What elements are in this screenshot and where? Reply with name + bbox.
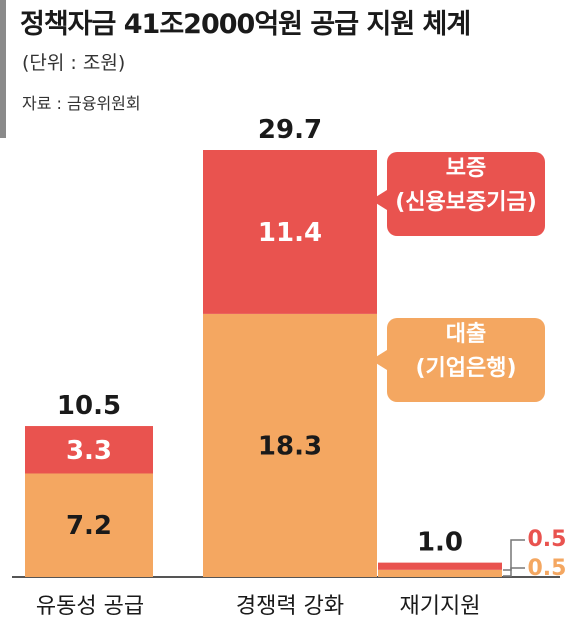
total-label-0: 10.5 (57, 391, 121, 421)
segment-label-guarantee-1: 11.4 (258, 218, 322, 248)
bar-loan-2 (378, 569, 502, 577)
guarantee-callout: 보증 (신용보증기금) (371, 152, 545, 236)
segment-label-guarantee-0: 3.3 (66, 436, 112, 466)
loan-callout: 대출 (기업은행) (371, 318, 545, 402)
bar-guarantee-2 (378, 562, 502, 570)
leader-line-loan (503, 567, 525, 577)
guarantee-callout-subtitle: (신용보증기금) (395, 190, 537, 215)
left-accent-bar (0, 0, 6, 138)
segment-label-loan-1: 18.3 (258, 431, 322, 461)
bar-loan-0 (25, 473, 153, 577)
guarantee-callout-title: 보증 (445, 156, 487, 181)
segment-label-loan-0: 7.2 (66, 511, 112, 541)
loan-callout-title: 대출 (445, 322, 487, 347)
loan-callout-subtitle: (기업은행) (415, 356, 517, 381)
unit-label: (단위 : 조원) (22, 52, 126, 74)
category-label-0: 유동성 공급 (36, 594, 144, 619)
chart-title: 정책자금 41조2000억원 공급 지원 체계 (20, 9, 471, 40)
segment-label-loan-2: 0.5 (528, 556, 567, 581)
bar-guarantee-1 (203, 150, 377, 314)
bar-loan-1 (203, 313, 377, 577)
category-label-2: 재기지원 (400, 594, 481, 619)
bar-guarantee-0 (25, 426, 153, 474)
category-label-1: 경쟁력 강화 (236, 594, 344, 619)
segment-label-guarantee-2: 0.5 (528, 527, 567, 552)
total-label-1: 29.7 (258, 115, 322, 145)
total-label-2: 1.0 (417, 528, 463, 558)
source-label: 자료 : 금융위원회 (22, 94, 141, 113)
leader-line-guarantee (503, 539, 525, 571)
